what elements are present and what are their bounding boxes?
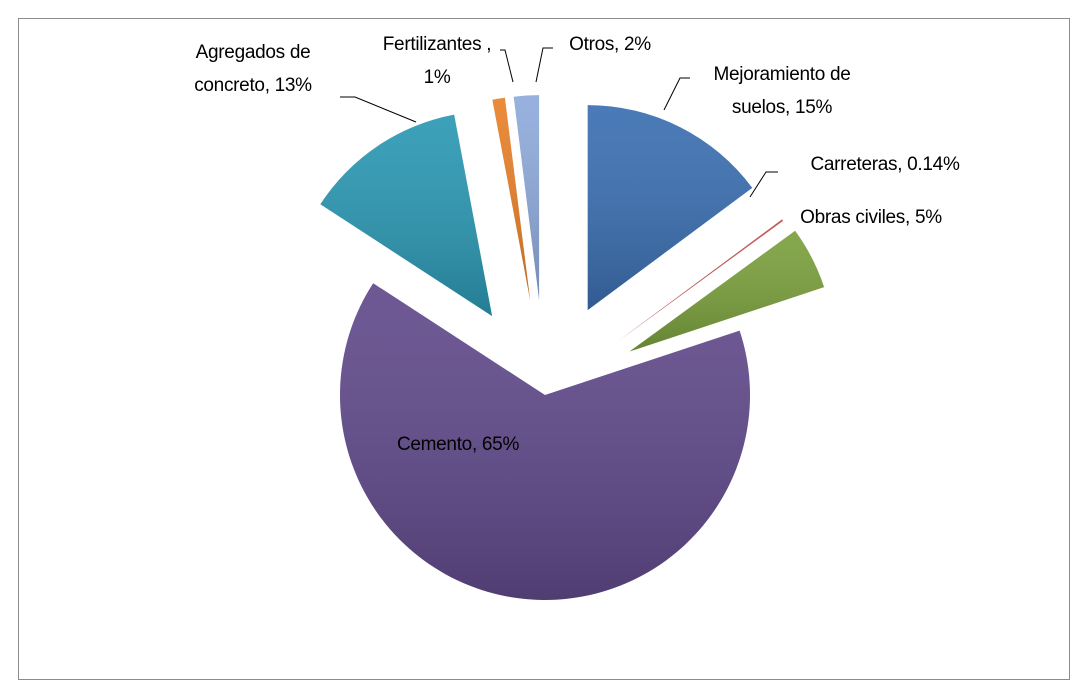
leader-line bbox=[749, 171, 778, 198]
leader-lines bbox=[340, 47, 778, 198]
data-label: Cemento, 65% bbox=[396, 434, 520, 455]
data-label: Mejoramiento de suelos, 15% bbox=[713, 64, 851, 118]
data-label: Carreteras, 0.14% bbox=[810, 154, 960, 175]
data-label: Obras civiles, 5% bbox=[800, 207, 942, 228]
leader-line bbox=[663, 77, 690, 111]
data-label: Fertilizantes , 1% bbox=[382, 34, 492, 88]
leader-line bbox=[340, 96, 417, 123]
leader-line bbox=[535, 47, 553, 83]
leader-line bbox=[500, 49, 514, 83]
data-label: Agregados de concreto, 13% bbox=[194, 42, 312, 96]
data-label: Otros, 2% bbox=[569, 34, 651, 55]
